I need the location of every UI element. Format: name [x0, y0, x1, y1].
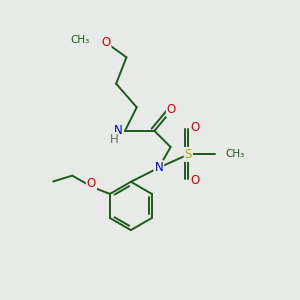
Text: N: N: [114, 124, 123, 137]
Text: CH₃: CH₃: [225, 149, 244, 159]
Text: N: N: [154, 161, 163, 174]
Text: O: O: [190, 174, 200, 188]
Text: O: O: [167, 103, 176, 116]
Text: O: O: [101, 36, 110, 49]
Text: CH₃: CH₃: [70, 35, 90, 45]
Text: S: S: [184, 148, 192, 161]
Text: O: O: [87, 177, 96, 190]
Text: O: O: [190, 122, 200, 134]
Text: H: H: [110, 133, 118, 146]
